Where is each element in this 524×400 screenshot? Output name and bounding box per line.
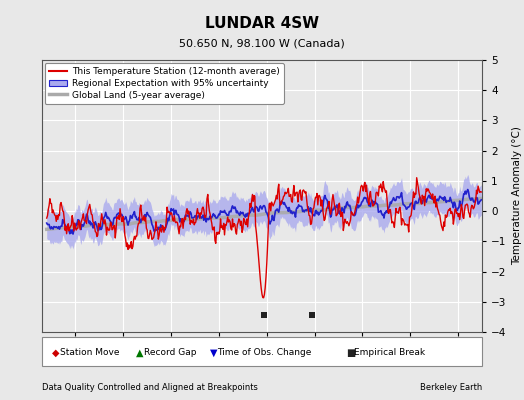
Text: Empirical Break: Empirical Break (354, 348, 425, 357)
Text: Berkeley Earth: Berkeley Earth (420, 383, 482, 392)
Text: ■: ■ (346, 348, 355, 358)
Text: ▲: ▲ (136, 348, 144, 358)
Legend: This Temperature Station (12-month average), Regional Expectation with 95% uncer: This Temperature Station (12-month avera… (45, 63, 284, 104)
Text: 50.650 N, 98.100 W (Canada): 50.650 N, 98.100 W (Canada) (179, 38, 345, 48)
Text: ▼: ▼ (210, 348, 217, 358)
Text: Time of Obs. Change: Time of Obs. Change (217, 348, 312, 357)
Text: ◆: ◆ (52, 348, 60, 358)
Text: LUNDAR 4SW: LUNDAR 4SW (205, 16, 319, 31)
Y-axis label: Temperature Anomaly (°C): Temperature Anomaly (°C) (512, 126, 522, 266)
Text: Station Move: Station Move (60, 348, 120, 357)
Text: Record Gap: Record Gap (144, 348, 196, 357)
Text: Data Quality Controlled and Aligned at Breakpoints: Data Quality Controlled and Aligned at B… (42, 383, 258, 392)
